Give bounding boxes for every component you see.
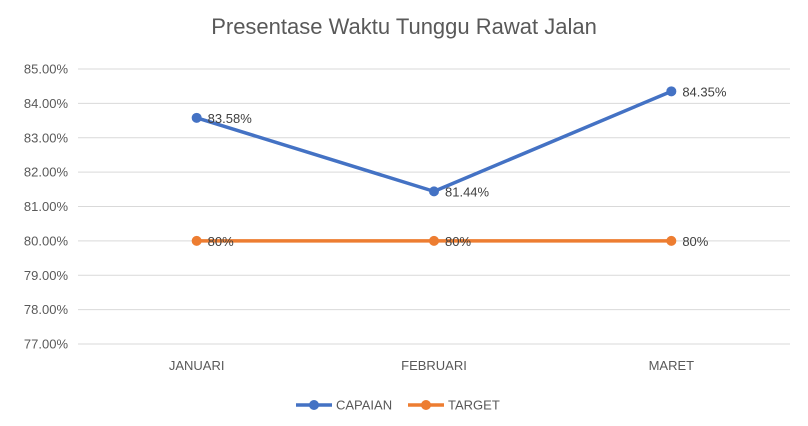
x-tick-label: JANUARI — [169, 358, 225, 373]
y-tick-label: 79.00% — [24, 268, 69, 283]
legend-marker — [309, 400, 319, 410]
data-point — [666, 86, 677, 97]
y-tick-label: 81.00% — [24, 199, 69, 214]
y-tick-label: 77.00% — [24, 337, 69, 352]
data-label: 83.58% — [208, 111, 253, 126]
data-point — [191, 112, 202, 123]
x-tick-label: MARET — [649, 358, 695, 373]
legend-marker — [421, 400, 431, 410]
data-label: 84.35% — [682, 84, 727, 99]
legend-label-capaian: CAPAIAN — [336, 398, 392, 413]
y-tick-label: 82.00% — [24, 165, 69, 180]
y-tick-label: 84.00% — [24, 96, 69, 111]
y-tick-label: 85.00% — [24, 62, 69, 77]
data-label: 80% — [445, 234, 471, 249]
series-line-capaian — [194, 89, 674, 194]
data-point — [429, 186, 439, 197]
chart-title: Presentase Waktu Tunggu Rawat Jalan — [211, 14, 597, 39]
data-label: 81.44% — [445, 184, 490, 199]
data-point — [191, 235, 202, 246]
x-tick-label: FEBRUARI — [401, 358, 467, 373]
y-tick-label: 83.00% — [24, 130, 69, 145]
legend-label-target: TARGET — [448, 398, 500, 413]
y-tick-label: 78.00% — [24, 302, 69, 317]
data-point — [666, 235, 677, 246]
data-point — [429, 235, 439, 246]
y-tick-label: 80.00% — [24, 233, 69, 248]
data-label: 80% — [208, 234, 234, 249]
data-label: 80% — [682, 234, 708, 249]
